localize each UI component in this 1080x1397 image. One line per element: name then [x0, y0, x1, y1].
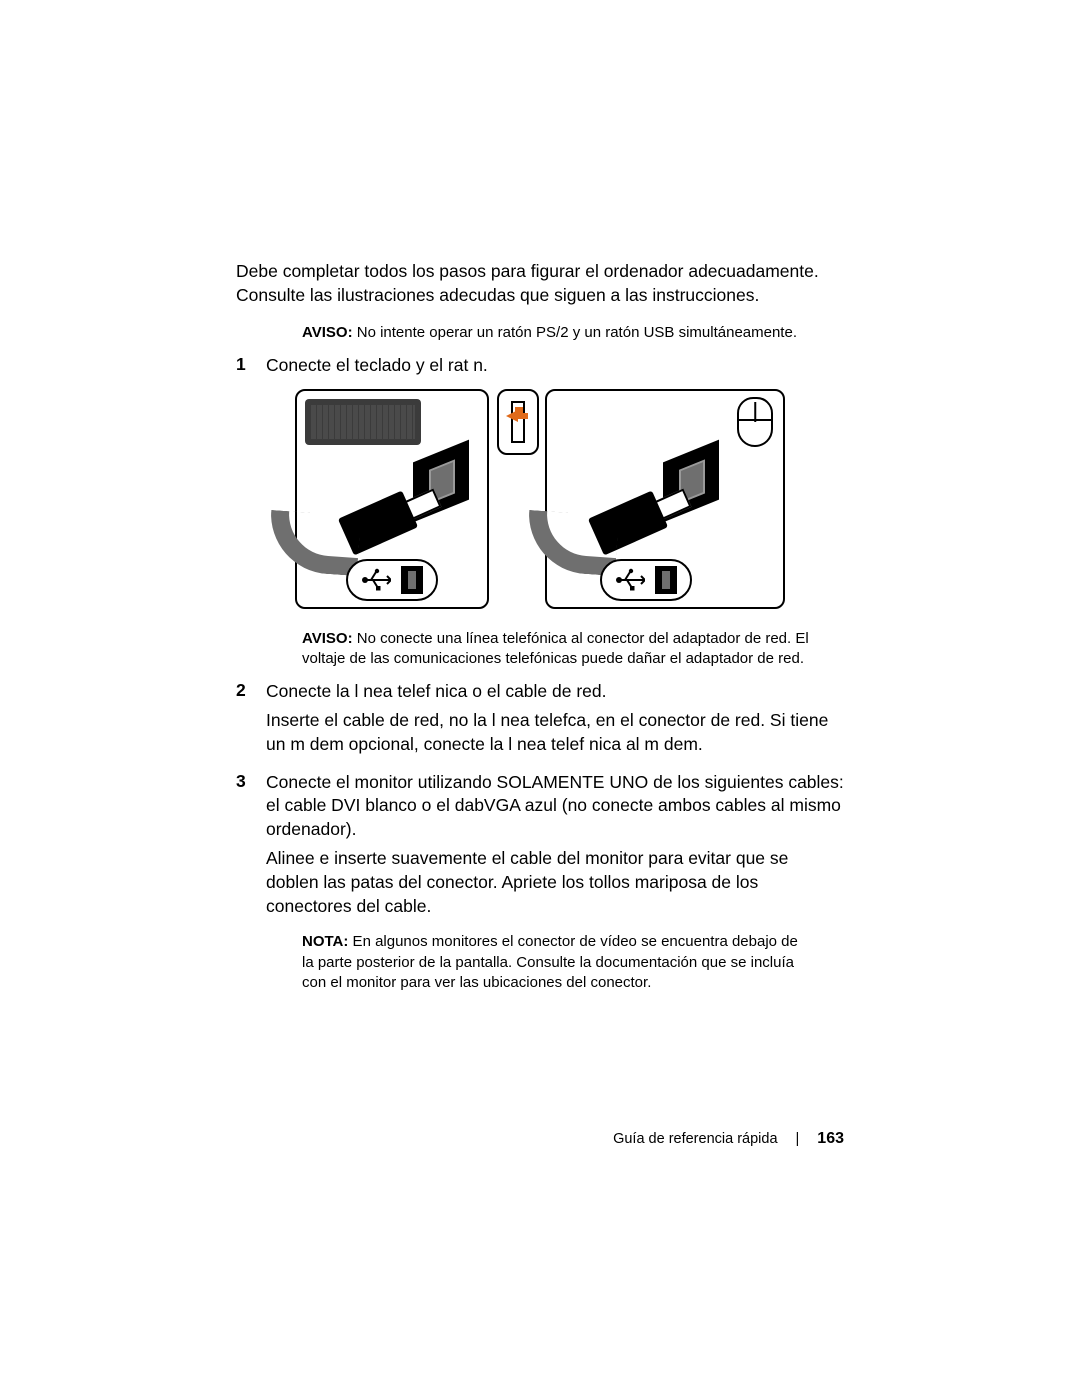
- aviso-2-text: No conecte una línea telefónica al conec…: [302, 630, 809, 667]
- aviso-1: AVISO: No intente operar un ratón PS/2 y…: [302, 323, 812, 343]
- keyboard-icon: [305, 399, 421, 445]
- keyboard-plug-scene: [297, 447, 487, 607]
- step-3-text: Conecte el monitor utilizando SOLAMENTE …: [266, 771, 844, 842]
- mouse-icon: [737, 397, 773, 447]
- step-2-number: 2: [236, 680, 266, 704]
- usb-trident-icon: [361, 567, 391, 593]
- nota: NOTA: En algunos monitores el conector d…: [302, 932, 812, 993]
- step-3-number: 3: [236, 771, 266, 842]
- aviso-1-text: No intente operar un ratón PS/2 y un rat…: [353, 324, 797, 341]
- adapter-inner: [504, 396, 532, 448]
- page-footer: Guía de referencia rápida | 163: [236, 1130, 844, 1148]
- usb-port-icon: [401, 566, 423, 594]
- aviso-2-label: AVISO:: [302, 630, 353, 647]
- mouse-plug-scene: [547, 447, 783, 607]
- figure-panel-mouse: [545, 389, 785, 609]
- nota-text: En algunos monitores el conector de víde…: [302, 933, 798, 991]
- intro-paragraph: Debe completar todos los pasos para figu…: [236, 260, 844, 307]
- usb-badge-right: [600, 559, 692, 601]
- step-2-sub: Inserte el cable de red, no la l nea tel…: [266, 709, 844, 756]
- step-1-number: 1: [236, 354, 266, 378]
- nota-label: NOTA:: [302, 933, 348, 950]
- step-3: 3 Conecte el monitor utilizando SOLAMENT…: [236, 771, 844, 842]
- insert-arrow-icon: [506, 410, 518, 422]
- usb-port-icon: [655, 566, 677, 594]
- usb-badge-left: [346, 559, 438, 601]
- footer-title: Guía de referencia rápida: [613, 1131, 777, 1147]
- step-3-sub: Alinee e inserte suavemente el cable del…: [266, 847, 844, 918]
- document-page: Debe completar todos los pasos para figu…: [236, 260, 844, 1003]
- adapter-slot-icon: [511, 401, 525, 443]
- footer-page-number: 163: [817, 1130, 844, 1148]
- step-1-text: Conecte el teclado y el rat n.: [266, 354, 844, 378]
- usb-trident-icon: [615, 567, 645, 593]
- aviso-1-label: AVISO:: [302, 324, 353, 341]
- usb-cable-icon: [267, 510, 361, 576]
- figure-panel-adapter: [497, 389, 539, 455]
- step-1: 1 Conecte el teclado y el rat n.: [236, 354, 844, 378]
- step-2: 2 Conecte la l nea telef nica o el cable…: [236, 680, 844, 704]
- keyboard-mouse-figure: [295, 389, 785, 611]
- footer-separator: |: [796, 1131, 800, 1147]
- step-2-text: Conecte la l nea telef nica o el cable d…: [266, 680, 844, 704]
- aviso-2: AVISO: No conecte una línea telefónica a…: [302, 629, 812, 670]
- figure-panel-keyboard: [295, 389, 489, 609]
